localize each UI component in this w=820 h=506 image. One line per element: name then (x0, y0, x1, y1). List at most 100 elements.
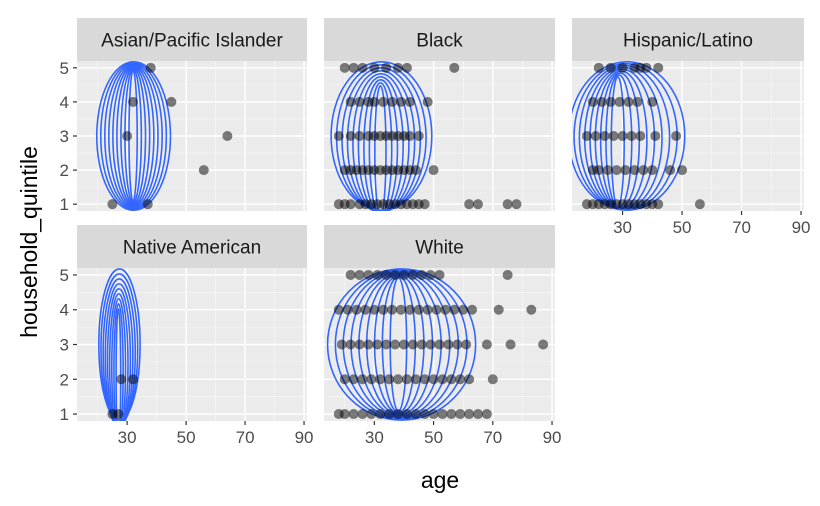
x-tick-label: 50 (424, 428, 443, 447)
density-contour (374, 85, 387, 211)
facet-panel: Native American 1 2 3 4 5 30 50 70 90 (60, 225, 314, 447)
facet-grid: Asian/Pacific Islander 1 2 3 4 5 Black Hispanic… (60, 18, 810, 447)
data-point (590, 131, 601, 141)
data-point (416, 269, 427, 280)
data-point (333, 131, 344, 141)
data-point (538, 339, 549, 350)
data-point (458, 304, 469, 315)
data-point (128, 96, 139, 107)
density-contour (120, 67, 147, 205)
facet-strip (572, 18, 804, 61)
data-point (464, 409, 475, 420)
data-point (345, 96, 356, 107)
data-point (602, 165, 613, 176)
data-point (428, 409, 439, 420)
density-contour (104, 63, 163, 209)
y-tick-label: 1 (60, 195, 69, 214)
data-point (611, 165, 622, 176)
data-point (360, 304, 371, 315)
density-contour (363, 79, 399, 211)
data-point (587, 96, 598, 107)
data-point (348, 409, 359, 420)
x-axis-title: age (421, 467, 459, 493)
data-point (404, 131, 415, 141)
data-point (381, 269, 392, 280)
data-point (407, 339, 418, 350)
data-point (122, 131, 133, 141)
data-point (363, 339, 374, 350)
data-point (425, 269, 436, 280)
data-point (366, 409, 377, 420)
data-point (446, 374, 457, 385)
data-point (605, 62, 616, 73)
data-point (351, 304, 362, 315)
data-point (464, 199, 475, 210)
data-point (145, 62, 156, 73)
density-contour (110, 298, 127, 421)
x-tick-label: 30 (118, 428, 137, 447)
data-point (614, 96, 625, 107)
data-point (401, 374, 412, 385)
data-point (378, 304, 389, 315)
data-point (166, 96, 177, 107)
data-point (387, 96, 398, 107)
data-point (381, 62, 392, 73)
data-point (398, 339, 409, 350)
data-point (336, 339, 347, 350)
data-point (422, 304, 433, 315)
density-contour (104, 283, 134, 421)
data-point (339, 374, 350, 385)
data-point (455, 409, 466, 420)
data-point (410, 409, 421, 420)
data-point (404, 96, 415, 107)
data-point (387, 304, 398, 315)
data-point (419, 374, 430, 385)
data-point (363, 269, 374, 280)
density-contour (113, 302, 124, 421)
y-tick-label: 3 (60, 127, 69, 146)
data-point (401, 62, 412, 73)
data-point (431, 304, 442, 315)
facet-strip (77, 225, 307, 268)
x-tick-label: 90 (295, 428, 314, 447)
data-point (354, 339, 365, 350)
density-contour (108, 64, 159, 208)
data-point (617, 62, 628, 73)
data-point (384, 409, 395, 420)
data-point (446, 409, 457, 420)
data-point (354, 131, 365, 141)
x-tick-label: 70 (236, 428, 255, 447)
data-point (461, 339, 472, 350)
data-point (449, 304, 460, 315)
data-point (354, 269, 365, 280)
data-point (345, 339, 356, 350)
density-contour (357, 76, 404, 211)
data-point (345, 199, 356, 210)
data-point (116, 374, 127, 385)
data-point (372, 269, 383, 280)
data-point (381, 339, 392, 350)
data-point (339, 62, 350, 73)
data-point (428, 165, 439, 176)
data-point (345, 131, 356, 141)
facet-strip (324, 225, 555, 268)
data-point (455, 374, 466, 385)
data-point (434, 269, 445, 280)
density-contour (368, 82, 393, 211)
data-point (333, 304, 344, 315)
data-point (419, 199, 430, 210)
data-point (632, 96, 643, 107)
data-point (434, 339, 445, 350)
facet-strip (77, 18, 307, 61)
data-point (345, 269, 356, 280)
data-point (467, 304, 478, 315)
data-point (390, 269, 401, 280)
data-point (396, 96, 406, 107)
x-tick-label: 50 (177, 428, 196, 447)
data-point (404, 304, 415, 315)
facet-panel: Hispanic/Latino 30 50 70 90 (572, 18, 810, 237)
y-tick-label: 1 (60, 405, 69, 424)
data-point (357, 374, 368, 385)
data-point (440, 304, 451, 315)
data-point (647, 96, 658, 107)
